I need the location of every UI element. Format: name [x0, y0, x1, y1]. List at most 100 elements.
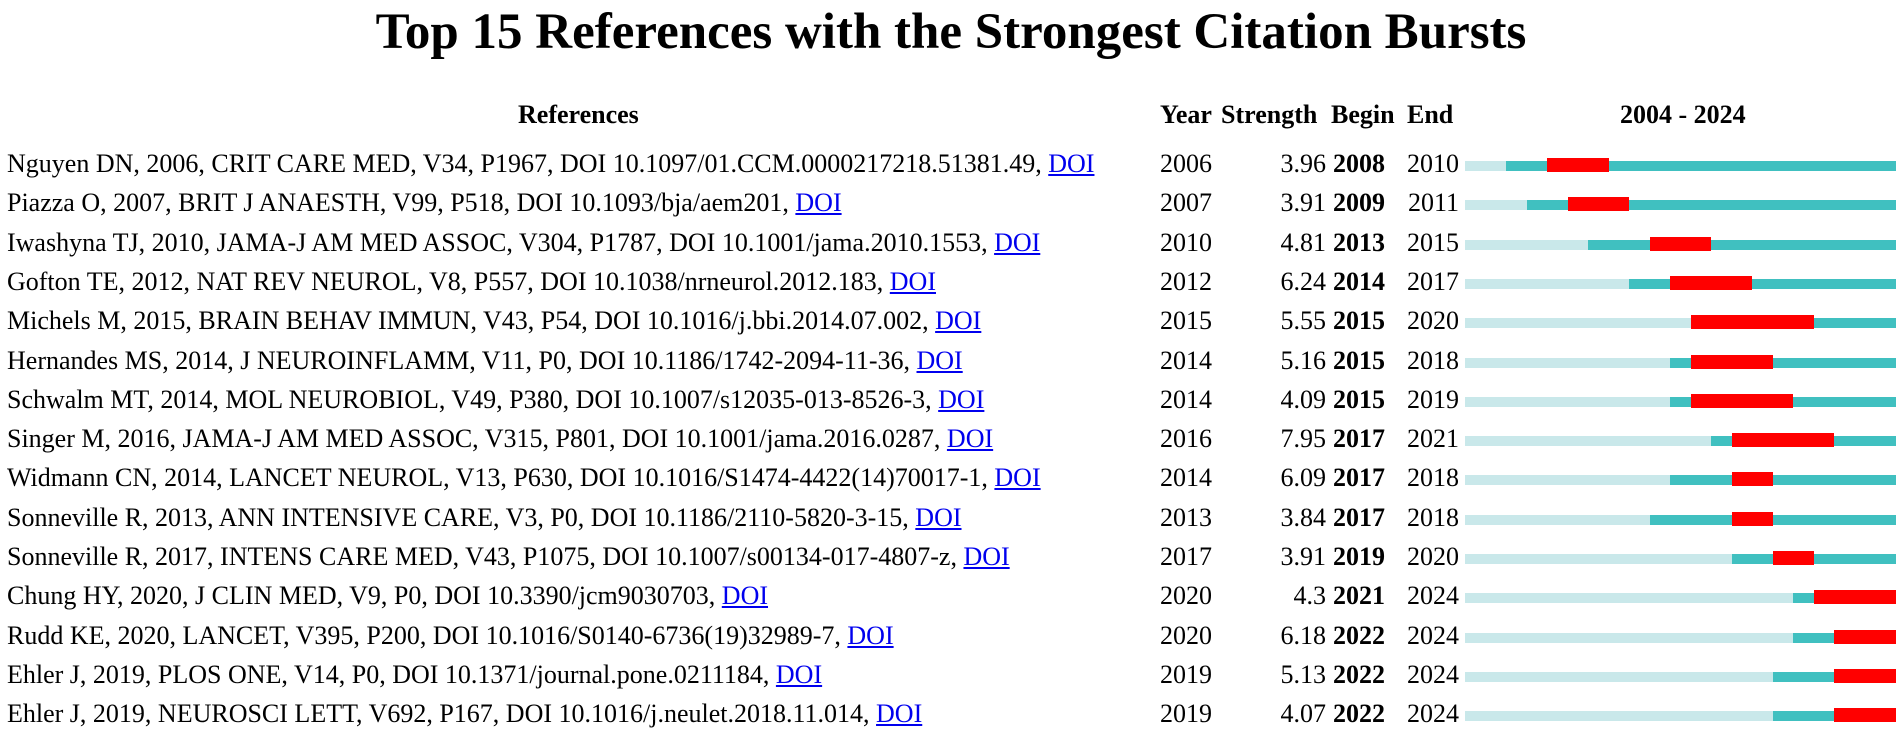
- table-row: Hernandes MS, 2014, J NEUROINFLAMM, V11,…: [0, 341, 1902, 380]
- strength-cell: 4.09: [1280, 384, 1327, 414]
- doi-link[interactable]: DOI: [795, 188, 842, 218]
- reference-text: Schwalm MT, 2014, MOL NEUROBIOL, V49, P3…: [7, 384, 932, 414]
- year-cell: 2016: [1160, 424, 1212, 454]
- burst-bar: [1731, 433, 1835, 448]
- doi-link[interactable]: DOI: [889, 266, 936, 296]
- timeline-track: [1465, 551, 1896, 565]
- reference-text: Sonneville R, 2013, ANN INTENSIVE CARE, …: [7, 502, 909, 532]
- begin-cell: 2019: [1333, 542, 1385, 571]
- burst-bar: [1649, 236, 1712, 251]
- timeline-active-segment: [1670, 357, 1896, 368]
- header-end: End: [1407, 100, 1454, 129]
- timeline-track: [1465, 393, 1896, 408]
- reference-cell: Schwalm MT, 2014, MOL NEUROBIOL, V49, P3…: [7, 380, 984, 419]
- end-cell: 2024: [1407, 620, 1459, 650]
- begin-cell: 2015: [1333, 345, 1385, 375]
- reference-cell: Nguyen DN, 2006, CRIT CARE MED, V34, P19…: [7, 144, 1094, 183]
- doi-link[interactable]: DOI: [963, 542, 1010, 571]
- timeline-track: [1465, 275, 1896, 290]
- end-cell: 2011: [1407, 188, 1459, 218]
- timeline-active-segment: [1649, 514, 1896, 525]
- burst-bar: [1834, 668, 1896, 683]
- timeline-active-segment: [1629, 278, 1896, 289]
- end-cell: 2018: [1407, 502, 1459, 532]
- timeline-active-segment: [1772, 671, 1896, 682]
- year-cell: 2013: [1160, 502, 1212, 532]
- burst-bar: [1731, 472, 1773, 487]
- burst-bar: [1547, 158, 1609, 172]
- table-row: Nguyen DN, 2006, CRIT CARE MED, V34, P19…: [0, 144, 1902, 183]
- begin-cell: 2021: [1333, 581, 1385, 611]
- end-cell: 2019: [1407, 384, 1459, 414]
- doi-link[interactable]: DOI: [775, 659, 823, 689]
- end-cell: 2015: [1407, 227, 1459, 257]
- timeline-track: [1465, 354, 1896, 369]
- year-cell: 2020: [1160, 581, 1212, 611]
- end-cell: 2024: [1407, 659, 1459, 689]
- doi-link[interactable]: DOI: [916, 345, 963, 375]
- doi-link[interactable]: DOI: [935, 306, 982, 336]
- begin-cell: 2022: [1333, 620, 1385, 650]
- timeline-track: [1465, 590, 1896, 605]
- doi-link[interactable]: DOI: [994, 463, 1041, 493]
- end-cell: 2020: [1407, 542, 1459, 571]
- table-row: Piazza O, 2007, BRIT J ANAESTH, V99, P51…: [0, 183, 1902, 222]
- table-row: Ehler J, 2019, NEUROSCI LETT, V692, P167…: [0, 694, 1902, 733]
- table-row: Rudd KE, 2020, LANCET, V395, P200, DOI 1…: [0, 616, 1902, 655]
- burst-bar: [1731, 511, 1773, 526]
- strength-cell: 4.3: [1293, 581, 1327, 611]
- doi-link[interactable]: DOI: [994, 227, 1041, 257]
- burst-bar: [1567, 197, 1630, 212]
- timeline-track: [1465, 236, 1896, 251]
- timeline-track: [1465, 511, 1896, 526]
- reference-text: Ehler J, 2019, PLOS ONE, V14, P0, DOI 10…: [7, 659, 770, 689]
- burst-bar: [1772, 551, 1814, 565]
- table-row: Iwashyna TJ, 2010, JAMA-J AM MED ASSOC, …: [0, 223, 1902, 262]
- end-cell: 2024: [1407, 581, 1459, 611]
- doi-link[interactable]: DOI: [721, 581, 769, 611]
- reference-cell: Sonneville R, 2017, INTENS CARE MED, V43…: [7, 537, 1010, 576]
- table-row: Chung HY, 2020, J CLIN MED, V9, P0, DOI …: [0, 576, 1902, 615]
- timeline-track: [1465, 315, 1896, 330]
- doi-link[interactable]: DOI: [1048, 149, 1095, 178]
- end-cell: 2018: [1407, 463, 1459, 493]
- burst-bar: [1834, 629, 1896, 644]
- table-row: Widmann CN, 2014, LANCET NEUROL, V13, P6…: [0, 458, 1902, 497]
- reference-text: Michels M, 2015, BRAIN BEHAV IMMUN, V43,…: [7, 306, 929, 336]
- timeline-active-segment: [1526, 200, 1896, 211]
- end-cell: 2020: [1407, 306, 1459, 336]
- doi-link[interactable]: DOI: [876, 699, 923, 729]
- reference-cell: Singer M, 2016, JAMA-J AM MED ASSOC, V31…: [7, 419, 993, 458]
- reference-cell: Ehler J, 2019, PLOS ONE, V14, P0, DOI 10…: [7, 655, 822, 694]
- burst-bar: [1834, 708, 1896, 723]
- doi-link[interactable]: DOI: [938, 384, 985, 414]
- begin-cell: 2017: [1333, 502, 1385, 532]
- year-cell: 2007: [1160, 188, 1212, 218]
- reference-text: Sonneville R, 2017, INTENS CARE MED, V43…: [7, 542, 957, 571]
- strength-cell: 3.96: [1280, 149, 1327, 178]
- doi-link[interactable]: DOI: [915, 502, 962, 532]
- burst-bar: [1813, 590, 1896, 605]
- begin-cell: 2014: [1333, 266, 1385, 296]
- reference-cell: Iwashyna TJ, 2010, JAMA-J AM MED ASSOC, …: [7, 223, 1040, 262]
- reference-cell: Hernandes MS, 2014, J NEUROINFLAMM, V11,…: [7, 341, 963, 380]
- timeline-track: [1465, 197, 1896, 212]
- table-row: Sonneville R, 2017, INTENS CARE MED, V43…: [0, 537, 1902, 576]
- doi-link[interactable]: DOI: [847, 620, 894, 650]
- begin-cell: 2008: [1333, 149, 1385, 178]
- end-cell: 2017: [1407, 266, 1459, 296]
- reference-text: Iwashyna TJ, 2010, JAMA-J AM MED ASSOC, …: [7, 227, 988, 257]
- strength-cell: 7.95: [1280, 424, 1327, 454]
- timeline-track: [1465, 668, 1896, 683]
- reference-text: Piazza O, 2007, BRIT J ANAESTH, V99, P51…: [7, 188, 789, 218]
- burst-bar: [1690, 393, 1794, 408]
- timeline-track: [1465, 629, 1896, 644]
- reference-text: Ehler J, 2019, NEUROSCI LETT, V692, P167…: [7, 699, 870, 729]
- begin-cell: 2017: [1333, 463, 1385, 493]
- year-cell: 2014: [1160, 345, 1212, 375]
- begin-cell: 2009: [1333, 188, 1385, 218]
- reference-cell: Widmann CN, 2014, LANCET NEUROL, V13, P6…: [7, 458, 1041, 497]
- strength-cell: 4.07: [1280, 699, 1327, 729]
- timeline-track: [1465, 158, 1896, 172]
- doi-link[interactable]: DOI: [946, 424, 994, 454]
